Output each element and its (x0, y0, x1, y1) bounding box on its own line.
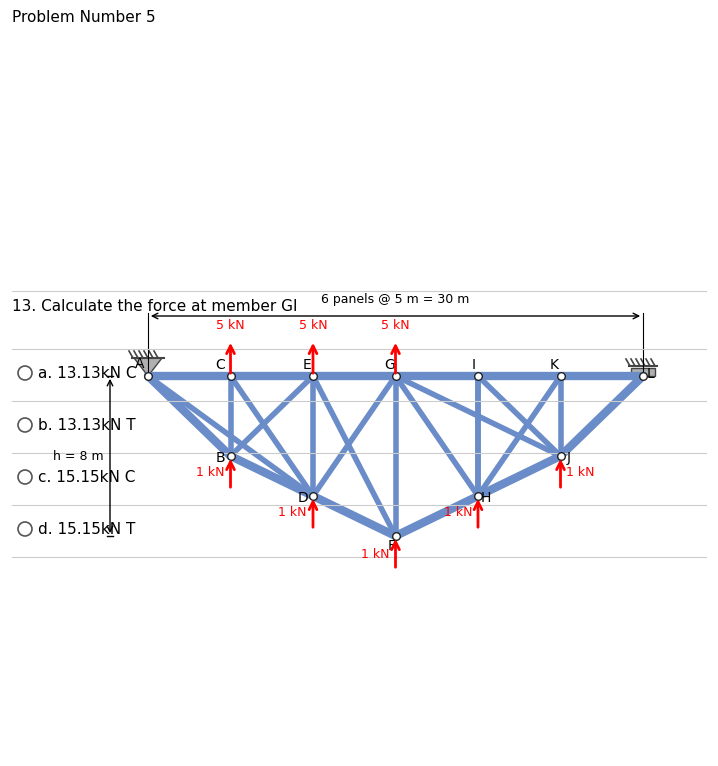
Text: D: D (298, 491, 308, 505)
Text: d. 15.15kN T: d. 15.15kN T (38, 522, 136, 536)
Text: 13. Calculate the force at member GI: 13. Calculate the force at member GI (12, 299, 297, 314)
Text: h = 8 m: h = 8 m (53, 450, 104, 463)
Circle shape (18, 522, 32, 536)
Text: E: E (302, 358, 312, 372)
Text: 1 kN: 1 kN (567, 466, 595, 480)
Text: b. 13.13kN T: b. 13.13kN T (38, 417, 136, 433)
Text: K: K (550, 358, 559, 372)
Polygon shape (631, 368, 655, 376)
Text: G: G (384, 358, 395, 372)
Circle shape (18, 418, 32, 432)
Text: 1 kN: 1 kN (444, 506, 472, 519)
Text: Problem Number 5: Problem Number 5 (12, 10, 156, 25)
Text: 5 kN: 5 kN (216, 319, 245, 332)
Text: H: H (481, 491, 491, 505)
Text: 1 kN: 1 kN (361, 548, 389, 561)
Text: L: L (647, 367, 655, 381)
Polygon shape (134, 358, 162, 376)
Circle shape (18, 366, 32, 380)
Text: a. 13.13kN C: a. 13.13kN C (38, 365, 136, 381)
Text: 6 panels @ 5 m = 30 m: 6 panels @ 5 m = 30 m (322, 293, 470, 306)
Circle shape (18, 470, 32, 484)
Text: C: C (215, 358, 225, 372)
Text: J: J (567, 451, 571, 465)
Text: 1 kN: 1 kN (279, 506, 307, 519)
Text: 5 kN: 5 kN (299, 319, 327, 332)
Text: B: B (215, 451, 225, 465)
Text: c. 15.15kN C: c. 15.15kN C (38, 470, 136, 485)
Text: A: A (135, 357, 145, 371)
Text: 1 kN: 1 kN (196, 466, 225, 480)
Text: F: F (388, 539, 396, 553)
Text: I: I (472, 358, 476, 372)
Text: 5 kN: 5 kN (381, 319, 410, 332)
